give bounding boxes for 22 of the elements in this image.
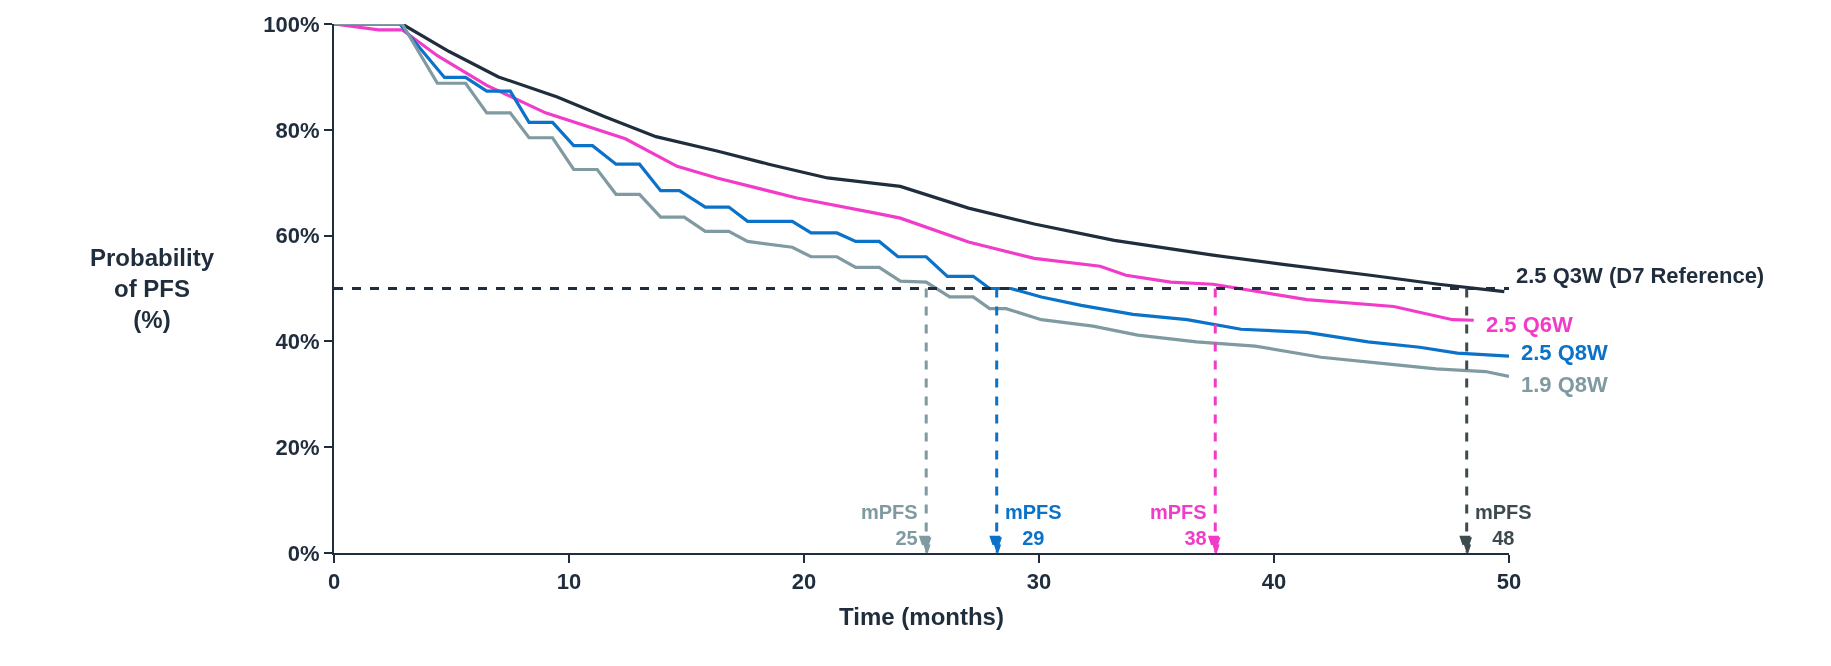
y-tick-label: 40% xyxy=(275,329,320,355)
y-tick-label: 80% xyxy=(275,117,320,143)
series-label: 2.5 Q8W xyxy=(1521,340,1609,365)
y-tick-label: 60% xyxy=(275,223,320,249)
x-tick-label: 0 xyxy=(327,569,341,595)
y-tick-label: 0% xyxy=(287,540,320,566)
x-tick-label: 10 xyxy=(556,569,582,595)
series-label: 1.9 Q8W xyxy=(1521,372,1609,397)
x-tick-label: 30 xyxy=(1026,569,1052,595)
ref-line-label: mPFS 38 xyxy=(1150,501,1207,549)
x-tick-label: 20 xyxy=(791,569,817,595)
x-tick-label: 50 xyxy=(1496,569,1522,595)
series-label: 2.5 Q6W xyxy=(1486,312,1574,337)
y-tick-label: 100% xyxy=(263,11,320,37)
y-tick-label: 20% xyxy=(275,434,320,460)
ref-line-label: mPFS 48 xyxy=(1475,501,1532,549)
series-label: 2.5 Q3W (D7 Reference) xyxy=(1516,263,1765,288)
x-tick-label: 40 xyxy=(1261,569,1287,595)
x-axis-title: Time (months) xyxy=(839,603,1004,631)
ref-line-label: mPFS 29 xyxy=(1005,501,1062,549)
y-axis-title: Probability of PFS (%) xyxy=(90,244,215,334)
ref-line-label: mPFS 25 xyxy=(861,501,918,549)
